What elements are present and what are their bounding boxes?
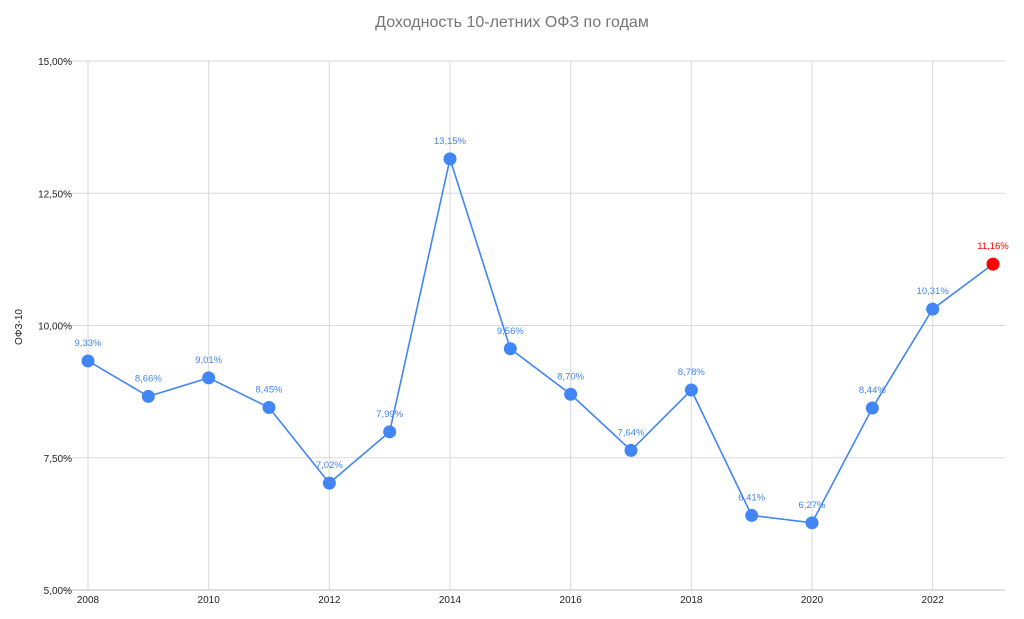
data-label: 13,15% [434,136,467,147]
data-label: 8,78% [678,367,705,378]
data-point [262,400,276,414]
horizontal-gridlines [62,60,1005,591]
data-point [805,516,819,530]
chart-title: Доходность 10-летних ОФЗ по годам [375,14,649,31]
x-tick-label: 2012 [318,595,341,606]
x-tick-label: 2008 [77,595,100,606]
data-point [624,443,638,457]
x-tick-label: 2010 [198,595,221,606]
x-tick-label: 2014 [439,595,462,606]
data-point [564,387,578,401]
data-label: 8,44% [859,385,886,396]
x-tick-label: 2018 [680,595,703,606]
data-label: 11,16% [977,241,1009,252]
data-label: 9,56% [497,326,524,337]
x-tick-label: 2022 [922,595,945,606]
data-point [383,425,397,439]
data-label: 8,66% [135,373,162,384]
y-tick-label: 10,00% [38,322,72,333]
x-tick-label: 2016 [560,595,583,606]
data-point [986,257,1000,271]
data-point [202,371,216,385]
data-label: 8,45% [256,384,283,395]
data-point [926,302,940,316]
data-label: 10,31% [917,286,950,297]
data-point [745,508,759,522]
y-axis-label: ОФЗ-10 [14,309,25,345]
data-label: 9,33% [75,338,102,349]
data-label: 7,02% [316,460,343,471]
x-axis-tick-labels: 2008 2010 2012 2014 2016 2018 2020 2022 [77,595,944,606]
data-point [443,152,457,166]
series-line [87,155,994,524]
data-point [865,401,879,415]
data-point [81,354,95,368]
data-label: 8,70% [557,371,584,382]
y-tick-label: 7,50% [44,454,72,465]
data-point [322,476,336,490]
data-point [503,342,517,356]
data-label: 6,27% [799,500,826,511]
data-label: 9,01% [195,355,222,366]
data-point [141,389,155,403]
x-tick-label: 2020 [801,595,824,606]
data-labels: 9,33% 8,66% 9,01% 8,45% 7,02% 7,99% 13,15% 9,56… [75,136,1010,511]
data-label: 7,64% [618,427,645,438]
y-tick-label: 15,00% [38,57,72,68]
series-points [81,152,1000,530]
y-axis-tick-labels: 5,00% 7,50% 10,00% 12,50% 15,00% [38,57,72,597]
data-label: 7,99% [376,409,403,420]
data-point [684,383,698,397]
data-label: 6,41% [738,492,765,503]
y-tick-label: 5,00% [44,586,72,597]
y-tick-label: 12,50% [38,189,72,200]
